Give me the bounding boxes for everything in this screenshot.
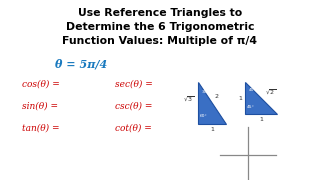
Text: θ = 5π/4: θ = 5π/4 [55,58,107,69]
Text: 60°: 60° [200,114,208,118]
Text: 1: 1 [259,117,263,122]
Text: $\sqrt{3}$: $\sqrt{3}$ [183,94,195,103]
Text: cos(θ) =: cos(θ) = [22,80,60,89]
Text: csc(θ) =: csc(θ) = [115,102,152,111]
Text: 45°: 45° [247,105,255,109]
Text: Function Values: Multiple of π/4: Function Values: Multiple of π/4 [62,36,258,46]
Text: 1: 1 [210,127,214,132]
Text: cot(θ) =: cot(θ) = [115,124,152,133]
Text: Use Reference Triangles to: Use Reference Triangles to [78,8,242,18]
Text: $\sqrt{2}$: $\sqrt{2}$ [265,87,276,96]
Text: sec(θ) =: sec(θ) = [115,80,153,89]
Text: 45°: 45° [249,88,257,92]
Text: 2: 2 [215,94,219,99]
Text: tan(θ) =: tan(θ) = [22,124,60,133]
Polygon shape [198,82,226,124]
Text: sin(θ) =: sin(θ) = [22,102,58,111]
Text: 1: 1 [238,96,242,100]
Text: Determine the 6 Trigonometric: Determine the 6 Trigonometric [66,22,254,32]
Text: 30°: 30° [202,90,210,94]
Polygon shape [245,82,277,114]
